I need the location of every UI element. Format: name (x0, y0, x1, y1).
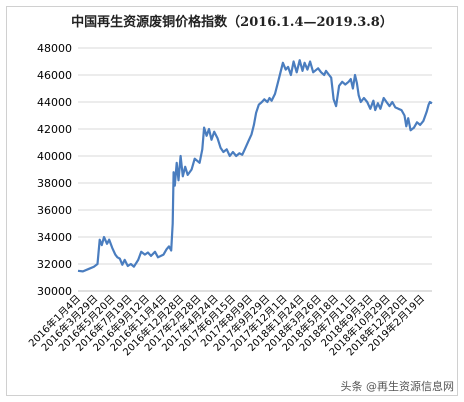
series-layer (77, 59, 433, 273)
y-tick-label: 38000 (37, 177, 72, 190)
axes: 30000 32000 34000 36000 38000 40000 42000 44000… (26, 42, 432, 358)
chart-title: 中国再生资源废铜价格指数（2016.1.4—2019.3.8） (71, 15, 393, 30)
gridlines (78, 47, 432, 292)
chart-frame (6, 6, 458, 396)
y-tick-label: 48000 (37, 42, 72, 55)
series-line (77, 59, 433, 273)
watermark-text: 头条 @再生资源信息网 (340, 380, 455, 393)
y-tick-label: 30000 (37, 285, 72, 298)
y-tick-label: 44000 (37, 96, 72, 109)
y-tick-label: 34000 (37, 231, 72, 244)
y-tick-label: 46000 (37, 69, 72, 82)
y-tick-label: 32000 (37, 258, 72, 271)
y-tick-label: 40000 (37, 150, 72, 163)
y-tick-label: 36000 (37, 204, 72, 217)
y-tick-label: 42000 (37, 123, 72, 136)
